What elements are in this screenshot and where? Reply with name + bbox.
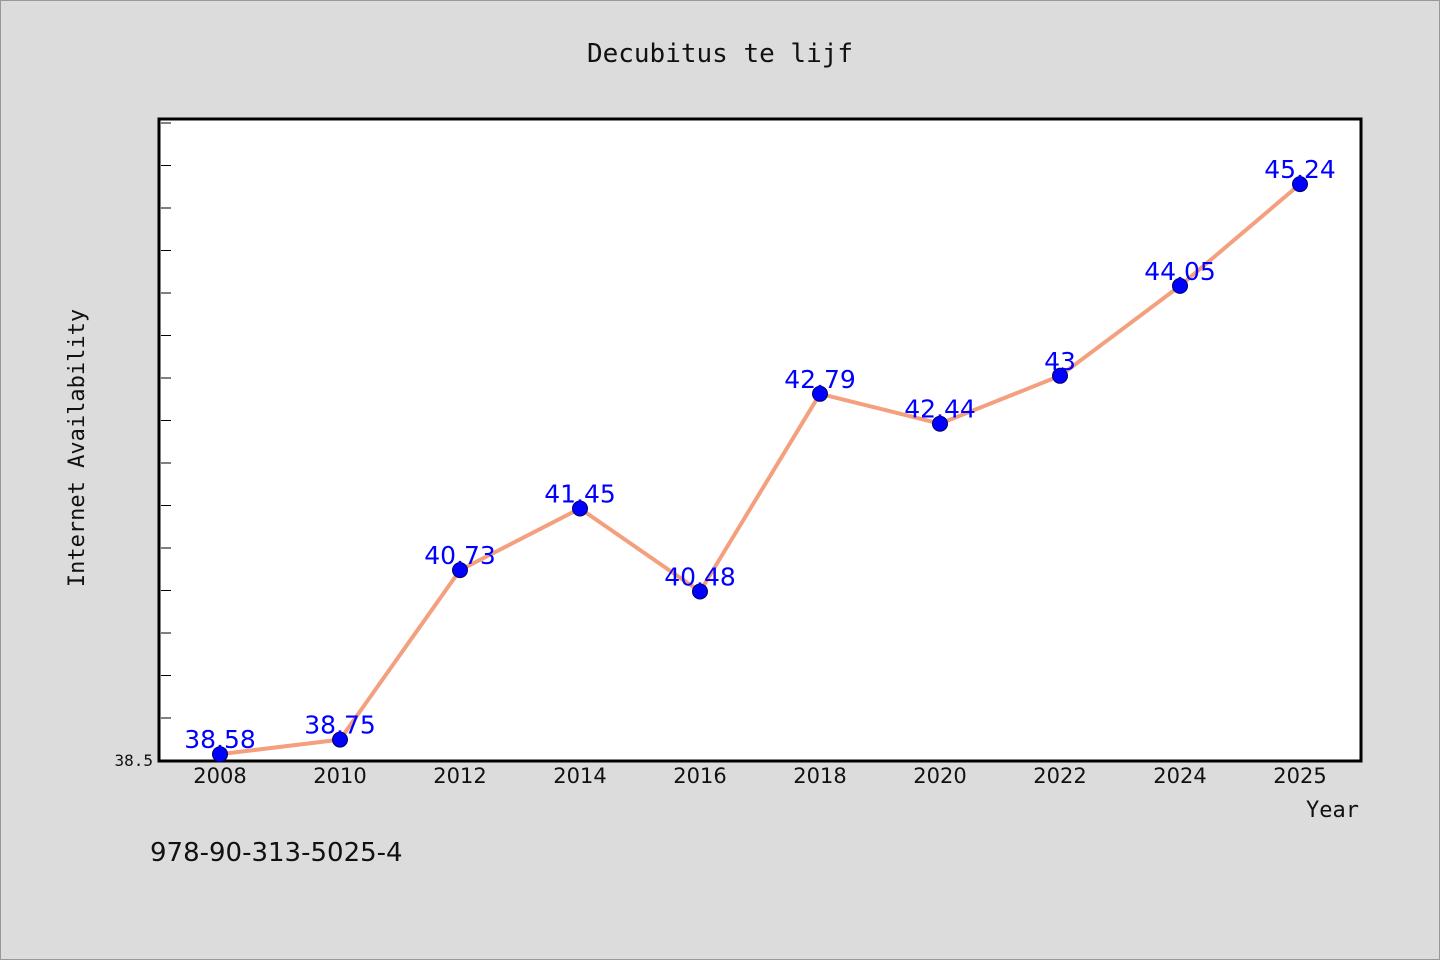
y-tick-label: 38.5 bbox=[114, 751, 153, 770]
data-label: 44.05 bbox=[1144, 257, 1216, 286]
data-point bbox=[452, 562, 468, 579]
data-label: 45.24 bbox=[1264, 155, 1336, 184]
x-tick-label: 2010 bbox=[313, 764, 366, 788]
data-point bbox=[1052, 367, 1068, 384]
x-tick-label: 2008 bbox=[193, 764, 246, 788]
data-label: 42.44 bbox=[904, 395, 976, 424]
x-tick-label: 2024 bbox=[1153, 764, 1206, 788]
data-point bbox=[212, 746, 228, 763]
x-axis-label: Year bbox=[1306, 798, 1359, 823]
x-tick-label: 2022 bbox=[1033, 764, 1086, 788]
data-point bbox=[692, 583, 708, 600]
data-point bbox=[812, 385, 828, 402]
series-markers bbox=[212, 176, 1308, 763]
y-axis-label: Internet Availability bbox=[65, 309, 90, 587]
y-axis-ticks bbox=[161, 122, 171, 719]
plot-area bbox=[157, 117, 1363, 763]
x-tick-labels: 2008 2010 2012 2014 2016 2018 2020 2022 2024 2025 bbox=[193, 764, 1326, 788]
x-tick-label: 2016 bbox=[673, 764, 726, 788]
x-tick-label: 2014 bbox=[553, 764, 606, 788]
data-point bbox=[932, 415, 948, 432]
data-label: 38.75 bbox=[304, 711, 376, 740]
x-tick-label: 2018 bbox=[793, 764, 846, 788]
series-line bbox=[219, 182, 1302, 757]
data-label: 40.73 bbox=[424, 541, 496, 570]
data-label: 41.45 bbox=[544, 480, 616, 509]
series-data-labels: 38.58 38.75 40.73 41.45 40.48 42.79 42.44 43 44.… bbox=[184, 155, 1336, 754]
data-label: 40.48 bbox=[664, 563, 736, 592]
data-label: 43 bbox=[1044, 347, 1076, 376]
series-line-group bbox=[219, 182, 1302, 757]
data-point bbox=[572, 500, 588, 517]
data-point bbox=[332, 731, 348, 748]
chart-title: Decubitus te lijf bbox=[587, 39, 853, 69]
x-tick-label: 2025 bbox=[1273, 764, 1326, 788]
data-label: 38.58 bbox=[184, 725, 256, 754]
isbn-text: 978-90-313-5025-4 bbox=[150, 838, 403, 868]
data-point bbox=[1292, 176, 1308, 193]
data-label: 42.79 bbox=[784, 365, 856, 394]
x-tick-label: 2020 bbox=[913, 764, 966, 788]
x-tick-label: 2012 bbox=[433, 764, 486, 788]
data-point bbox=[1172, 277, 1188, 294]
